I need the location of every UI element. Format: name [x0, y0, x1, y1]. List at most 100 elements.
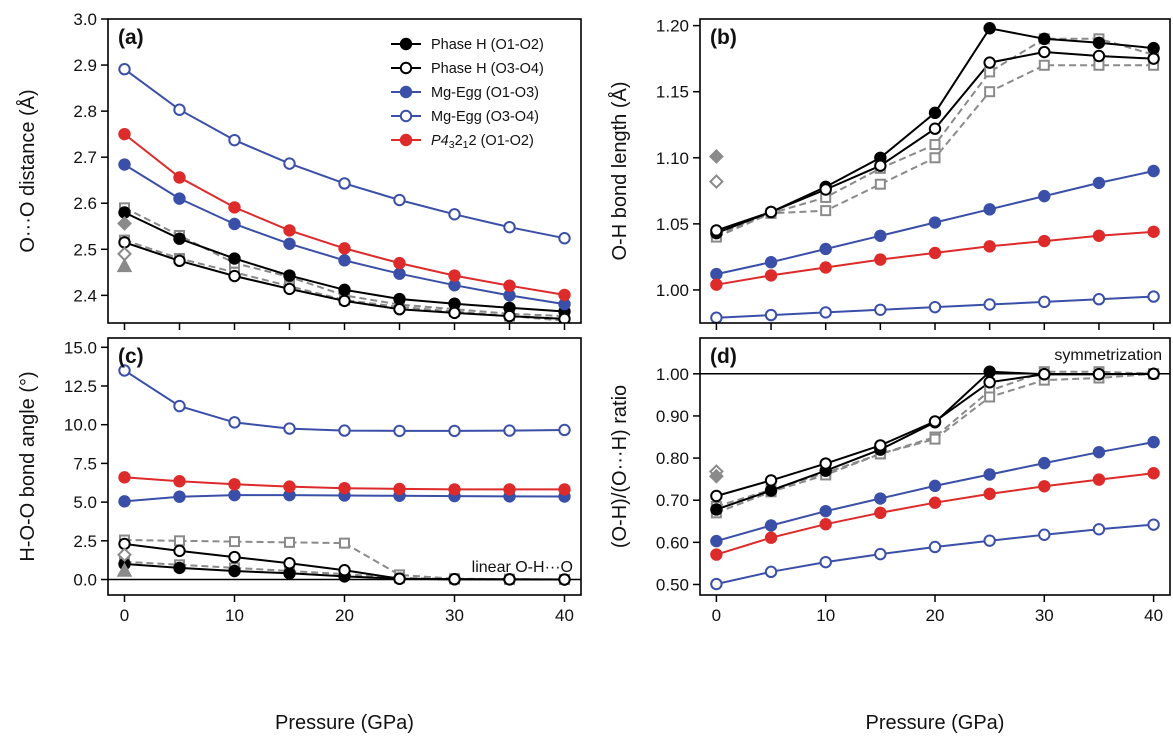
data-point-p43212-o1o2 [1147, 225, 1160, 239]
y-axis-title: (O-H)/(O···H) ratio [609, 385, 631, 548]
data-point-mg-egg-o1o3 [874, 492, 887, 505]
y-tick-label: 2.4 [73, 286, 97, 305]
data-point-p43212-o1o2 [118, 127, 131, 141]
data-point-phase-h-o3o4 [338, 564, 351, 577]
extra-marker-diamond [708, 468, 724, 484]
data-point-phase-h-o1o2 [983, 22, 996, 35]
legend-entry: Phase H (O1-O2) [431, 37, 544, 53]
x-tick-label: 0 [712, 606, 721, 625]
data-point-mg-egg-o3o4 [710, 577, 723, 591]
data-point-mg-egg-o1o3 [928, 216, 942, 229]
legend-marker [399, 109, 413, 123]
data-point-mg-egg-o1o3 [1147, 164, 1160, 178]
data-point-mg-egg-o3o4 [448, 424, 461, 438]
data-point-mg-egg-o3o4 [819, 555, 832, 569]
data-point-mg-egg-o3o4 [819, 306, 832, 319]
data-point-gray-dash-2 [984, 86, 996, 98]
data-point-phase-h-o3o4 [393, 302, 406, 316]
data-point-phase-h-o3o4 [393, 572, 406, 585]
panel-d: 0 10 20 30 40 0.50 0.60 0.70 0.80 0.90 1.00 (d) (O-H… [609, 337, 1171, 734]
data-point-p43212-o1o2 [928, 246, 942, 260]
extra-marker-triangle [116, 562, 133, 577]
data-point-mg-egg-o1o3 [710, 267, 723, 281]
data-point-phase-h-o3o4 [764, 474, 778, 487]
data-point-mg-egg-o1o3 [283, 237, 296, 250]
y-axis-title: O-H bond length (Å) [608, 82, 631, 261]
data-point-phase-h-o1o2 [1038, 32, 1051, 46]
data-point-p43212-o1o2 [558, 288, 571, 302]
data-point-mg-egg-o3o4 [503, 220, 516, 234]
data-point-p43212-o1o2 [1038, 480, 1051, 493]
data-point-mg-egg-o1o3 [1092, 445, 1106, 459]
y-tick-label: 1.10 [656, 149, 689, 168]
data-point-phase-h-o3o4 [558, 573, 571, 586]
x-tick-label: 0 [120, 606, 129, 625]
data-point-mg-egg-o1o3 [173, 490, 186, 503]
data-point-p43212-o1o2 [118, 471, 131, 484]
data-point-mg-egg-o3o4 [558, 232, 571, 245]
data-point-gray-dash-2 [929, 433, 941, 445]
legend-marker [399, 61, 413, 75]
data-point-p43212-o1o2 [710, 278, 723, 291]
data-point-phase-h-o3o4 [228, 269, 241, 283]
data-point-phase-h-o1o2 [710, 503, 723, 516]
data-point-phase-h-o1o2 [228, 252, 241, 265]
annotation: symmetrization [1054, 347, 1162, 364]
y-tick-label: 12.5 [64, 377, 97, 396]
data-point-phase-h-o1o2 [283, 269, 296, 282]
data-point-phase-h-o3o4 [1147, 52, 1160, 65]
data-point-mg-egg-o1o3 [710, 534, 723, 548]
data-point-gray-dash-2 [984, 391, 996, 403]
data-point-phase-h-o1o2 [393, 292, 406, 306]
plot-area [708, 22, 1160, 323]
data-point-mg-egg-o1o3 [118, 158, 131, 171]
data-point-phase-h-o3o4 [283, 282, 296, 296]
y-tick-label: 2.7 [73, 148, 97, 167]
data-point-phase-h-o3o4 [710, 489, 723, 503]
panel-label: (c) [118, 345, 144, 368]
data-point-mg-egg-o1o3 [983, 468, 996, 481]
data-point-p43212-o1o2 [558, 483, 571, 496]
y-tick-label: 7.5 [73, 454, 97, 473]
x-axis-title: Pressure (GPa) [275, 712, 414, 734]
data-point-p43212-o1o2 [764, 531, 778, 544]
data-point-mg-egg-o3o4 [283, 422, 296, 435]
data-point-p43212-o1o2 [1092, 473, 1106, 486]
data-point-mg-egg-o3o4 [1038, 528, 1051, 541]
legend-marker [399, 37, 413, 51]
data-point-mg-egg-o3o4 [118, 364, 131, 377]
data-point-p43212-o1o2 [983, 487, 996, 501]
series-line-gray-dash-1 [716, 37, 1154, 236]
y-tick-label: 3.0 [73, 10, 97, 29]
data-point-p43212-o1o2 [448, 483, 461, 496]
data-point-mg-egg-o3o4 [173, 103, 186, 116]
y-tick-label: 2.9 [73, 56, 97, 75]
y-tick-label: 2.5 [73, 532, 97, 551]
data-point-phase-h-o3o4 [1092, 49, 1106, 63]
data-point-mg-egg-o1o3 [1092, 176, 1106, 190]
legend-entry: Mg-Egg (O3-O4) [431, 109, 539, 125]
data-point-gray-dash-1 [339, 537, 350, 549]
data-point-phase-h-o3o4 [874, 439, 887, 452]
y-axis-title: O···O distance (Å) [16, 89, 39, 252]
x-tick-label: 10 [816, 606, 835, 625]
data-point-phase-h-o3o4 [710, 224, 723, 237]
y-tick-label: 2.5 [73, 240, 97, 259]
data-point-mg-egg-o3o4 [983, 534, 996, 547]
y-tick-label: 0.80 [656, 449, 689, 468]
data-point-p43212-o1o2 [503, 483, 516, 496]
y-tick-label: 0.90 [656, 407, 689, 426]
data-point-mg-egg-o3o4 [448, 208, 461, 221]
data-point-phase-h-o1o2 [173, 561, 186, 575]
extra-marker-triangle [116, 257, 133, 273]
data-point-p43212-o1o2 [874, 253, 887, 266]
panel-c: 0 10 20 30 40 0.0 2.5 5.0 7.5 10.0 12.5 15.0 (c) H-O-… [17, 337, 582, 734]
data-point-mg-egg-o1o3 [764, 519, 778, 532]
data-point-p43212-o1o2 [338, 242, 351, 255]
data-point-phase-h-o3o4 [283, 557, 296, 570]
x-tick-label: 40 [555, 606, 574, 625]
data-point-gray-dash-2 [874, 178, 886, 190]
data-point-gray-dash-1 [229, 536, 240, 548]
data-point-phase-h-o3o4 [1038, 45, 1051, 59]
y-axis-title: H-O-O bond angle (°) [17, 371, 39, 561]
